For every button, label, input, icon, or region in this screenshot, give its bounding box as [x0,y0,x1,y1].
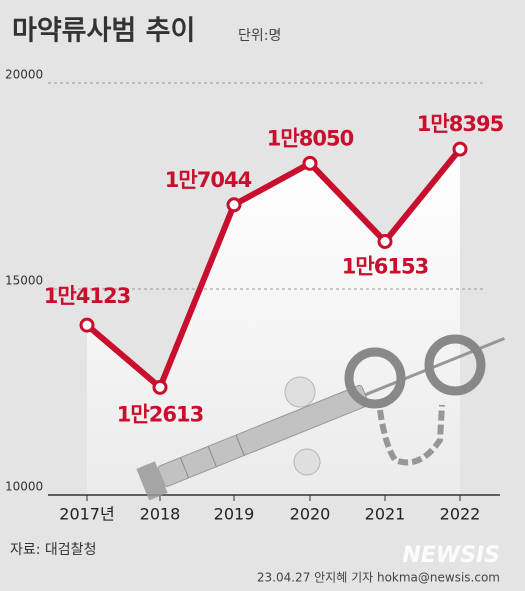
x-tick-label: 2019 [214,505,255,524]
line [85,147,463,391]
y-tick-label: 20000 [5,68,43,82]
y-tick-label: 10000 [5,480,43,494]
x-tick-label: 2021 [365,505,406,524]
point [152,379,168,395]
x-tick-label: 2017년 [59,505,114,524]
x-tick-label: 2018 [140,505,181,524]
area [87,149,460,495]
plot-area: 10000 15000 20000 2017년 2018 2019 2020 2021 2022… [5,68,505,524]
value-label: 1만8050 [267,126,354,150]
point [377,233,393,249]
value-label: 1만4123 [44,284,130,308]
illustration [136,334,505,501]
logo: NEWSIS [402,543,500,568]
unit-label: 단위:명 [238,28,281,44]
source: 자료: 대검찰청 [10,542,96,558]
x-tick-label: 2022 [440,505,481,524]
point [452,141,468,157]
value-label: 1만2613 [117,402,203,426]
credit: 23.04.27 안지혜 기자 hokma@newsis.com [257,571,500,585]
chart-title: 마약류사범 추이 [12,16,195,47]
value-label: 1만7044 [165,168,252,192]
point [302,155,318,171]
y-tick-label: 15000 [5,274,43,288]
value-label: 1만8395 [417,112,504,136]
value-label: 1만6153 [342,254,428,278]
point [79,317,95,333]
x-tick-label: 2020 [290,505,331,524]
point [226,197,242,213]
